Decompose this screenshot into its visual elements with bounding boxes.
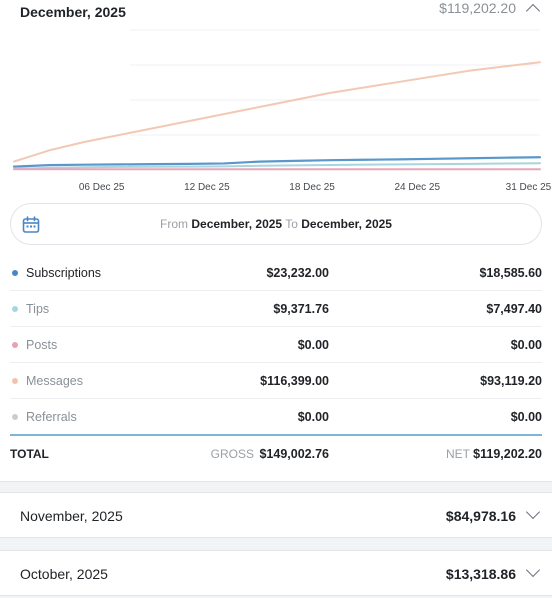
row-gross: $23,232.00: [266, 266, 329, 280]
row-label: Messages: [26, 374, 83, 388]
series-line-2: [13, 162, 541, 170]
row-label: Referrals: [26, 410, 77, 424]
from-label: From: [160, 217, 189, 231]
row-gross: $0.00: [297, 410, 329, 424]
breakdown-row-referrals[interactable]: Referrals $0.00 $0.00: [10, 399, 542, 435]
row-net: $0.00: [510, 410, 542, 424]
month-card-november[interactable]: November, 2025 $84,978.16: [0, 492, 552, 538]
month-title: December, 2025: [20, 4, 126, 20]
x-tick-label: 12 Dec 25: [184, 182, 230, 193]
row-label: Tips: [26, 302, 50, 316]
series-dot-icon: [12, 270, 18, 276]
breakdown-row-tips[interactable]: Tips $9,371.76 $7,497.40: [10, 291, 542, 327]
date-range-selector[interactable]: From December, 2025 To December, 2025: [10, 203, 542, 245]
gross-total-value: $149,002.76: [259, 447, 329, 461]
from-value: December, 2025: [191, 217, 283, 231]
total-row: TOTAL GROSS $149,002.76 NET $119,202.20: [10, 434, 542, 470]
x-tick-label: 06 Dec 25: [79, 182, 125, 193]
month-net-total: $84,978.16: [445, 508, 516, 524]
chevron-up-icon[interactable]: [525, 3, 541, 19]
x-tick-label: 18 Dec 25: [289, 182, 335, 193]
month-title: November, 2025: [20, 508, 123, 524]
series-dot-icon: [12, 414, 18, 420]
chevron-down-icon[interactable]: [525, 504, 541, 520]
chevron-down-icon[interactable]: [525, 562, 541, 578]
row-gross: $0.00: [297, 338, 329, 352]
row-gross: $116,399.00: [260, 374, 329, 388]
breakdown-list: Subscriptions $23,232.00 $18,585.60 Tips…: [10, 255, 542, 435]
breakdown-row-subscriptions[interactable]: Subscriptions $23,232.00 $18,585.60: [10, 255, 542, 291]
series-dot-icon: [12, 306, 18, 312]
series-dot-icon: [12, 378, 18, 384]
row-net: $7,497.40: [486, 302, 542, 316]
date-range-text: From December, 2025 To December, 2025: [11, 217, 541, 231]
to-value: December, 2025: [301, 217, 392, 231]
gross-label: GROSS: [210, 447, 254, 461]
row-label: Posts: [26, 338, 58, 352]
month-net-total: $13,318.86: [445, 566, 516, 582]
total-label: TOTAL: [10, 447, 49, 461]
row-net: $18,585.60: [479, 266, 542, 280]
net-total-value: $119,202.20: [473, 447, 542, 461]
breakdown-row-messages[interactable]: Messages $116,399.00 $93,119.20: [10, 363, 542, 399]
month-net-total: $119,202.20: [439, 0, 516, 16]
calendar-icon: [22, 216, 40, 233]
row-net: $93,119.20: [480, 374, 542, 388]
month-title: October, 2025: [20, 566, 108, 582]
series-line-0: [13, 61, 541, 163]
net-label: NET: [446, 447, 470, 461]
breakdown-row-posts[interactable]: Posts $0.00 $0.00: [10, 327, 542, 363]
row-label: Subscriptions: [26, 266, 102, 280]
month-card-october[interactable]: October, 2025 $13,318.86: [0, 550, 552, 596]
to-label: To: [285, 217, 298, 231]
row-gross: $9,371.76: [273, 302, 329, 316]
series-line-1: [12, 156, 542, 168]
earnings-chart-svg: 06 Dec 25 12 Dec 25 18 Dec 25 24 Dec 25 31 D…: [12, 29, 552, 193]
x-tick-label: 31 Dec 25: [506, 182, 552, 193]
series-dot-icon: [12, 342, 18, 348]
row-net: $0.00: [510, 338, 542, 352]
earnings-chart: 06 Dec 25 12 Dec 25 18 Dec 25 24 Dec 25 31 D…: [0, 24, 552, 196]
december-statement-card: December, 2025 $119,202.20 06 Dec 25 12 D…: [0, 0, 552, 482]
x-tick-label: 24 Dec 25: [394, 182, 440, 193]
month-header[interactable]: December, 2025 $119,202.20: [0, 0, 552, 24]
